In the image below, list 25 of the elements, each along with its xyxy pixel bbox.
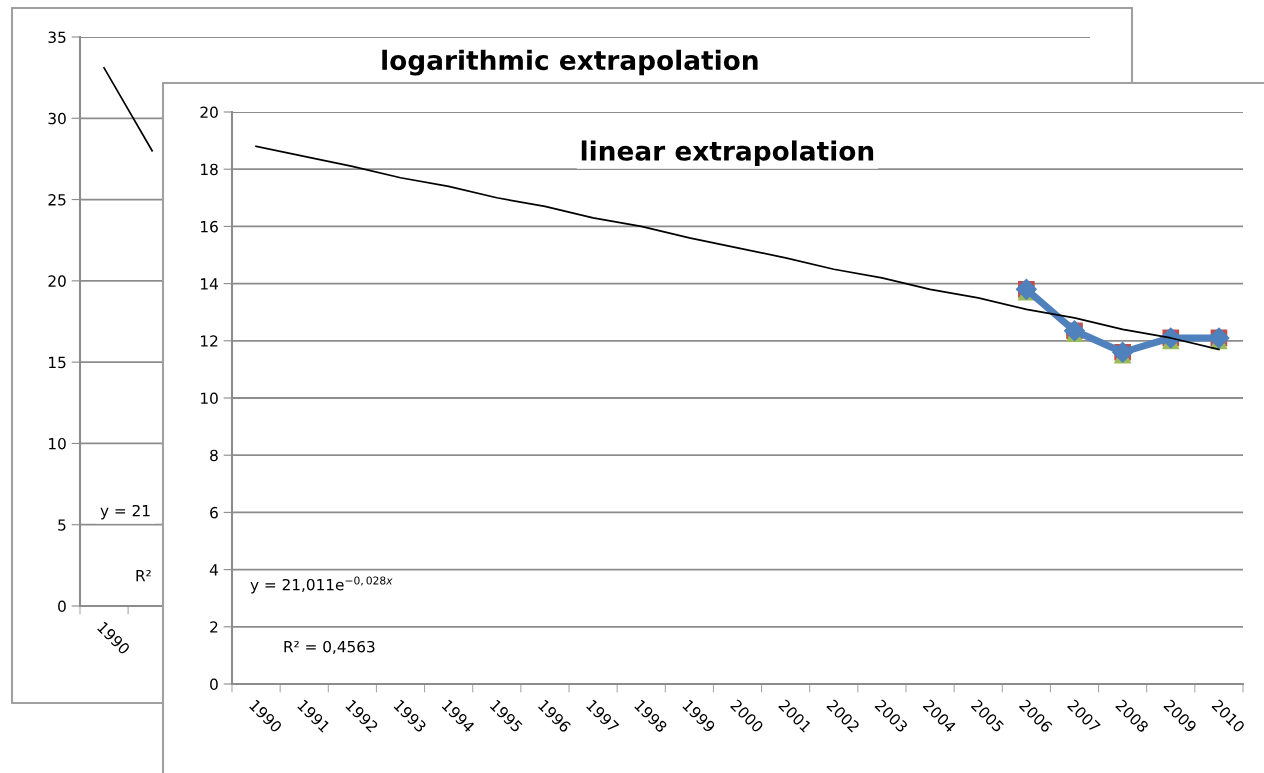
annotation: y = 21 [100, 504, 150, 520]
text: linear extrapolation [581, 140, 874, 166]
y-tick-label: 16 [201, 220, 218, 233]
chart-title: logarithmic extrapolation [382, 49, 758, 76]
y-tick-label: 20 [48, 275, 66, 287]
y-tick-label: 15 [49, 356, 66, 369]
y-tick-label: 14 [201, 278, 218, 290]
y-tick-label: 18 [201, 163, 218, 176]
y-tick-label: 10 [49, 437, 66, 450]
y-tick-label: 25 [48, 194, 66, 206]
y-tick-label: 4 [209, 564, 218, 576]
y-tick-label: 5 [58, 519, 66, 531]
annotation: y = 21,011e$^{−0,028x}$ [250, 576, 393, 594]
y-tick-label: 10 [201, 392, 218, 405]
annotation: R² = 0,4563 [284, 640, 375, 654]
y-tick-label: 0 [58, 600, 66, 613]
y-tick-label: 6 [210, 506, 218, 519]
y-tick-label: 20 [200, 106, 218, 119]
y-tick-label: 12 [201, 335, 218, 347]
annotation: R² [136, 569, 151, 582]
y-tick-label: 8 [210, 449, 218, 462]
y-tick-label: 35 [48, 31, 66, 44]
y-tick-label: 0 [210, 678, 218, 691]
y-tick-label: 30 [48, 112, 66, 125]
y-tick-label: 2 [210, 621, 218, 633]
